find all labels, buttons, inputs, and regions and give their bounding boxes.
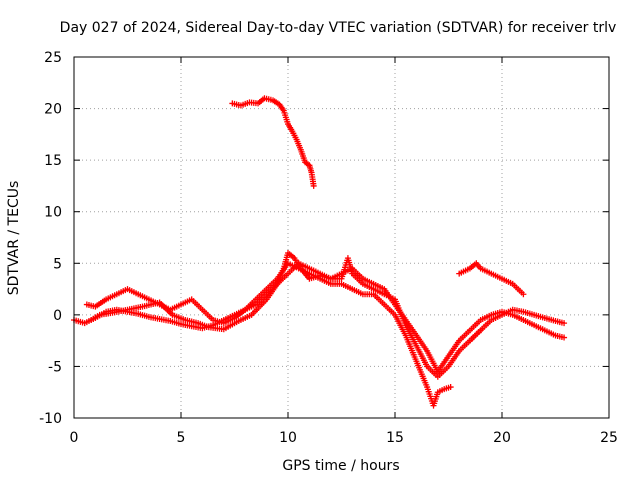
series-trace-a <box>71 249 484 380</box>
series-trace-e <box>456 260 527 298</box>
data-point <box>447 384 454 391</box>
data-point <box>561 320 568 327</box>
y-tick-label: -5 <box>48 359 62 375</box>
y-tick-labels: -10 -5 0 5 10 15 20 25 <box>39 50 62 427</box>
data-point <box>520 291 527 298</box>
gridlines <box>74 57 609 418</box>
y-tick-label: 15 <box>44 153 62 169</box>
x-tick-labels: 0 5 10 15 20 25 <box>70 430 618 446</box>
tick-marks <box>73 56 610 419</box>
y-tick-label: 20 <box>44 102 62 118</box>
series-trace-b <box>83 260 454 409</box>
y-tick-label: 5 <box>53 256 62 272</box>
y-tick-label: -10 <box>39 411 62 427</box>
data-points <box>71 95 568 409</box>
x-tick-label: 5 <box>177 430 186 446</box>
y-tick-label: 0 <box>53 308 62 324</box>
series-trace-d <box>466 306 568 344</box>
y-tick-label: 10 <box>44 205 62 221</box>
x-tick-label: 0 <box>70 430 79 446</box>
plot-frame <box>73 56 610 419</box>
data-point <box>310 182 317 189</box>
chart-title: Day 027 of 2024, Sidereal Day-to-day VTE… <box>60 20 617 36</box>
x-axis-label: GPS time / hours <box>282 458 399 474</box>
series-trace-c <box>88 260 568 375</box>
data-point <box>561 334 568 341</box>
y-tick-label: 25 <box>44 50 62 66</box>
x-tick-label: 25 <box>600 430 618 446</box>
series-trace-f <box>229 95 317 189</box>
x-tick-label: 20 <box>493 430 511 446</box>
x-tick-label: 10 <box>279 430 297 446</box>
x-tick-label: 15 <box>386 430 404 446</box>
y-axis-label: SDTVAR / TECUs <box>6 181 22 296</box>
